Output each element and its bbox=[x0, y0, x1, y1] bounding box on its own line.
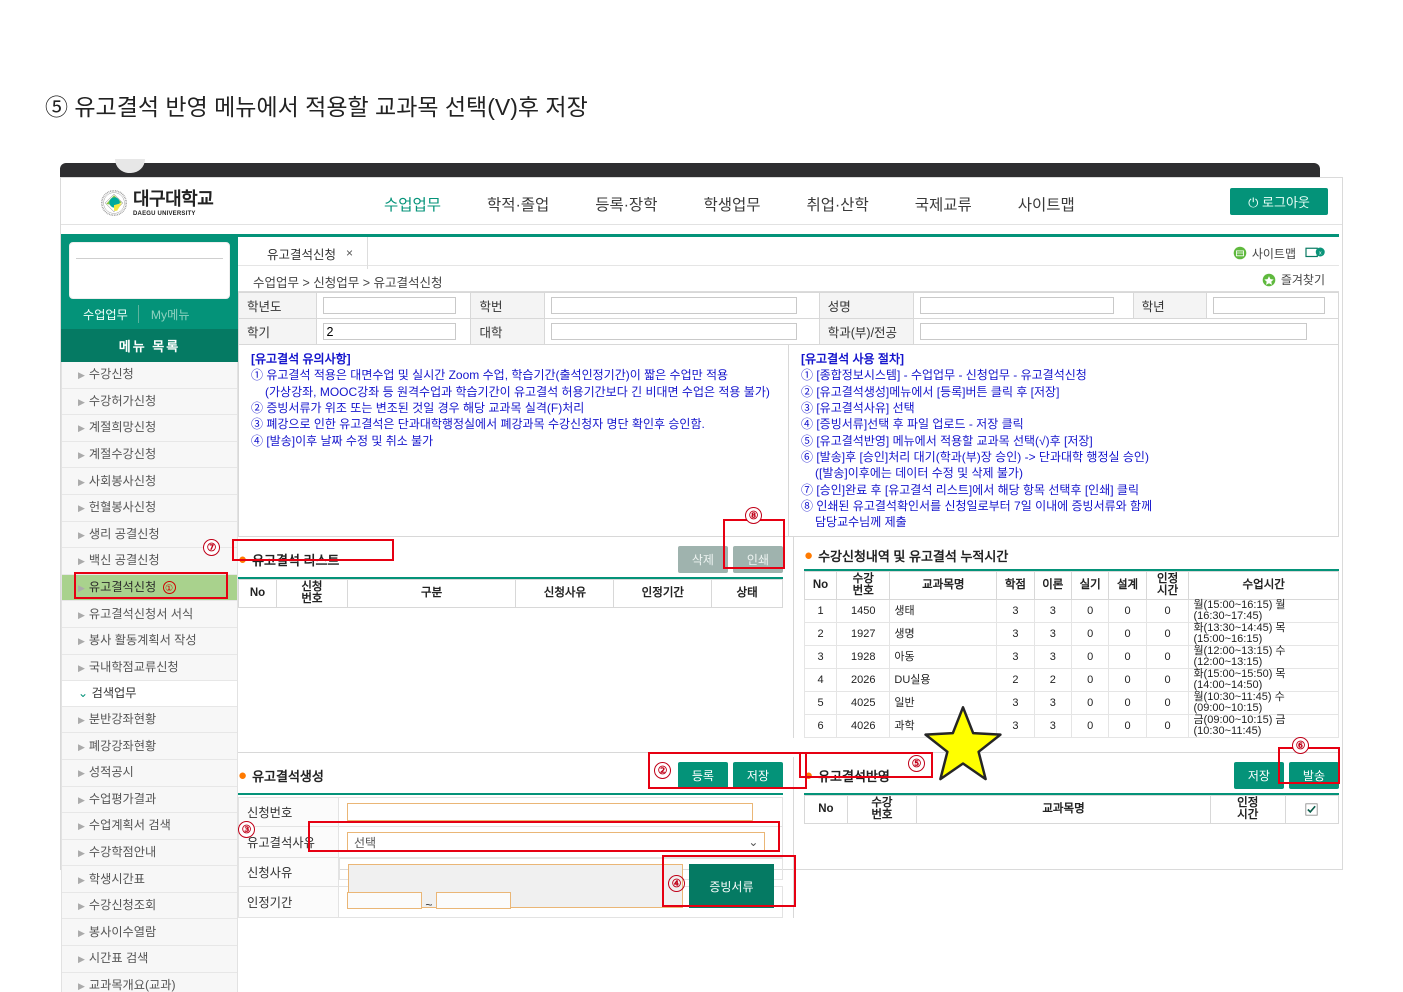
svg-text:x: x bbox=[1319, 250, 1322, 256]
